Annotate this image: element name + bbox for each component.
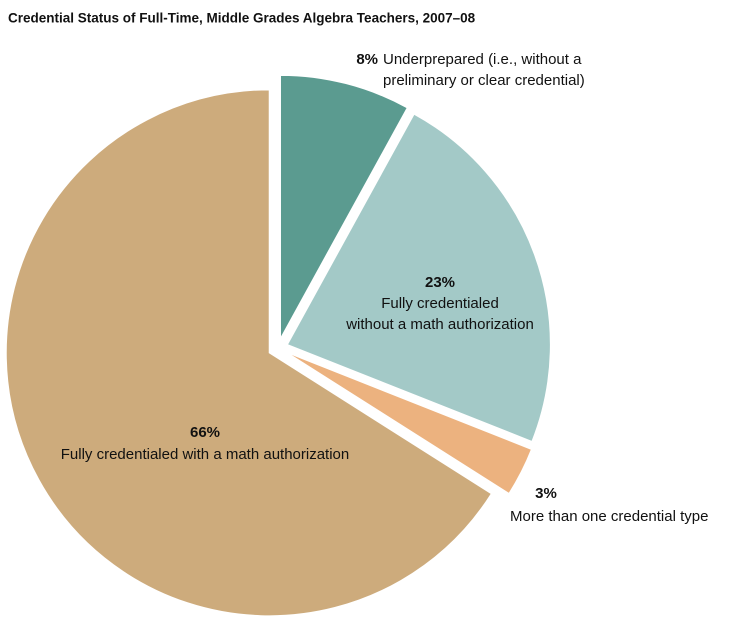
pie-slice	[279, 74, 408, 339]
slice-percent-label: 23%	[425, 274, 455, 291]
pie-slice	[286, 113, 551, 443]
slice-category-label: Underprepared (i.e., without a	[383, 51, 582, 68]
slice-percent-label: 8%	[356, 51, 378, 68]
slice-category-label: preliminary or clear credential)	[383, 72, 585, 89]
chart-title: Credential Status of Full-Time, Middle G…	[8, 11, 476, 26]
slice-category-label: Fully credentialed	[381, 295, 499, 312]
slice-percent-label: 3%	[535, 485, 557, 502]
slice-category-label: without a math authorization	[345, 316, 534, 333]
pie-slice	[286, 352, 533, 495]
slice-percent-label: 66%	[190, 424, 220, 441]
slice-category-label: Fully credentialed with a math authoriza…	[61, 446, 350, 463]
pie-slice	[5, 89, 492, 617]
slice-category-label: More than one credential type	[510, 508, 708, 525]
